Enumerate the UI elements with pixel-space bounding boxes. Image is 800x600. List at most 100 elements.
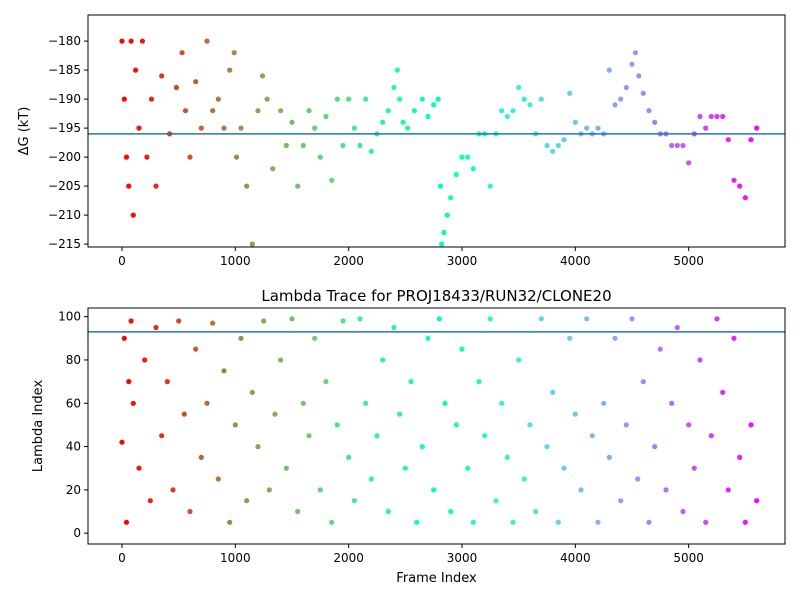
data-point bbox=[584, 125, 590, 131]
data-point bbox=[255, 108, 261, 114]
x-axis-label: Frame Index bbox=[396, 571, 477, 586]
data-point bbox=[527, 422, 533, 428]
y-tick-label: −180 bbox=[48, 34, 81, 48]
data-point bbox=[198, 454, 204, 460]
data-point bbox=[635, 476, 641, 482]
data-point bbox=[264, 96, 270, 102]
data-point bbox=[646, 519, 652, 525]
data-point bbox=[363, 400, 369, 406]
data-point bbox=[623, 84, 629, 91]
data-point bbox=[244, 498, 250, 504]
data-point bbox=[725, 487, 731, 493]
data-point bbox=[159, 73, 165, 79]
data-point bbox=[612, 102, 618, 108]
data-point bbox=[572, 119, 578, 125]
data-point bbox=[317, 154, 323, 160]
x-tick-label: 5000 bbox=[673, 551, 704, 565]
data-point bbox=[317, 487, 323, 493]
data-point bbox=[144, 154, 150, 160]
data-point bbox=[510, 108, 516, 114]
data-point bbox=[748, 422, 754, 428]
data-point bbox=[640, 379, 646, 385]
y-tick-label: 0 bbox=[73, 526, 81, 540]
data-point bbox=[737, 183, 743, 189]
data-point bbox=[425, 335, 431, 341]
data-point bbox=[680, 508, 686, 515]
data-point bbox=[629, 316, 635, 322]
data-point bbox=[538, 96, 544, 102]
data-point bbox=[300, 142, 306, 149]
data-point bbox=[363, 96, 369, 102]
data-points bbox=[119, 38, 760, 247]
data-point bbox=[238, 335, 244, 341]
y-tick-label: −215 bbox=[48, 237, 81, 251]
data-point bbox=[148, 96, 155, 102]
data-point bbox=[521, 476, 527, 482]
data-point bbox=[368, 476, 374, 482]
data-point bbox=[431, 487, 437, 493]
data-point bbox=[346, 454, 352, 460]
data-point bbox=[397, 411, 403, 417]
data-point bbox=[130, 400, 136, 406]
data-point bbox=[128, 318, 134, 324]
data-point bbox=[663, 487, 669, 493]
data-point bbox=[431, 102, 437, 108]
data-point bbox=[437, 183, 444, 189]
data-point bbox=[121, 96, 127, 102]
data-point bbox=[686, 422, 692, 428]
data-point bbox=[270, 166, 276, 172]
x-tick-label: 0 bbox=[118, 551, 126, 565]
data-point bbox=[397, 96, 403, 102]
data-point bbox=[164, 379, 170, 385]
data-point bbox=[555, 142, 561, 149]
data-point bbox=[725, 137, 731, 143]
data-point bbox=[708, 113, 714, 120]
x-tick-label: 5000 bbox=[673, 254, 704, 268]
data-point bbox=[139, 38, 145, 44]
data-point bbox=[385, 108, 391, 114]
data-point bbox=[623, 422, 629, 428]
data-point bbox=[123, 154, 130, 160]
data-point bbox=[351, 498, 357, 504]
data-point bbox=[442, 400, 448, 406]
data-point bbox=[329, 177, 335, 183]
data-point bbox=[147, 498, 153, 504]
data-point bbox=[476, 379, 482, 385]
data-point bbox=[259, 73, 266, 79]
data-point bbox=[754, 498, 760, 504]
plot-frame bbox=[87, 307, 786, 545]
data-point bbox=[538, 316, 544, 322]
data-point bbox=[561, 465, 567, 471]
data-point bbox=[680, 142, 686, 149]
data-point bbox=[448, 195, 454, 201]
x-tick-label: 4000 bbox=[560, 551, 591, 565]
data-point bbox=[391, 84, 397, 91]
data-point bbox=[686, 160, 692, 166]
data-point bbox=[618, 498, 624, 504]
x-tick-label: 3000 bbox=[447, 254, 478, 268]
data-point bbox=[300, 400, 306, 406]
data-point bbox=[334, 422, 340, 428]
data-point bbox=[606, 67, 612, 73]
data-point bbox=[731, 335, 737, 341]
data-point bbox=[249, 389, 255, 395]
y-tick-label: 80 bbox=[66, 353, 81, 367]
data-point bbox=[400, 119, 406, 125]
y-axis-label: Lambda Index bbox=[31, 380, 46, 473]
data-point bbox=[606, 454, 612, 460]
data-point bbox=[669, 400, 675, 406]
data-point bbox=[533, 508, 539, 515]
data-point bbox=[714, 316, 720, 322]
data-point bbox=[346, 96, 352, 102]
x-tick-label: 1000 bbox=[220, 254, 251, 268]
data-point bbox=[578, 487, 584, 493]
data-point bbox=[179, 50, 185, 56]
data-point bbox=[323, 379, 329, 385]
data-point bbox=[441, 229, 447, 236]
data-point bbox=[266, 487, 272, 493]
data-point bbox=[312, 125, 318, 131]
data-point bbox=[629, 61, 635, 67]
data-point bbox=[402, 465, 408, 471]
data-point bbox=[380, 357, 386, 363]
data-point bbox=[703, 125, 709, 131]
